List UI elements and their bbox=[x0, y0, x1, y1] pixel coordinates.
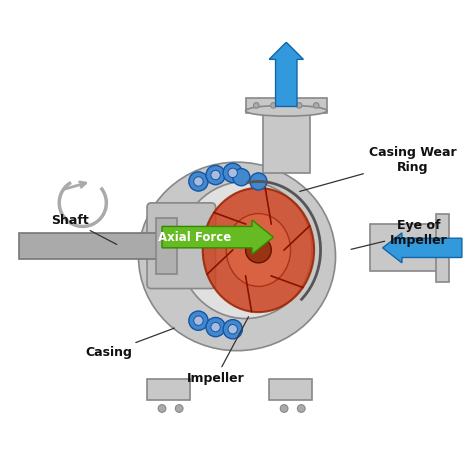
FancyArrow shape bbox=[383, 233, 462, 263]
FancyBboxPatch shape bbox=[155, 218, 177, 274]
Text: Casing: Casing bbox=[85, 328, 174, 359]
Circle shape bbox=[254, 102, 259, 108]
Circle shape bbox=[194, 177, 203, 186]
FancyBboxPatch shape bbox=[263, 104, 310, 173]
Circle shape bbox=[228, 168, 237, 178]
FancyArrow shape bbox=[269, 42, 303, 107]
Circle shape bbox=[189, 172, 208, 191]
FancyBboxPatch shape bbox=[436, 213, 449, 282]
Circle shape bbox=[280, 405, 288, 412]
Circle shape bbox=[233, 169, 250, 186]
Text: Casing Wear
Ring: Casing Wear Ring bbox=[300, 146, 456, 191]
Ellipse shape bbox=[226, 213, 291, 286]
FancyBboxPatch shape bbox=[147, 378, 190, 400]
FancyBboxPatch shape bbox=[246, 98, 327, 113]
Circle shape bbox=[250, 173, 267, 190]
Circle shape bbox=[296, 102, 302, 108]
Circle shape bbox=[297, 405, 305, 412]
Circle shape bbox=[271, 102, 276, 108]
Circle shape bbox=[206, 317, 225, 337]
Text: Axial Force: Axial Force bbox=[157, 231, 231, 243]
FancyArrow shape bbox=[162, 220, 273, 254]
Circle shape bbox=[313, 102, 319, 108]
Circle shape bbox=[206, 165, 225, 185]
Circle shape bbox=[246, 237, 271, 263]
Circle shape bbox=[211, 170, 220, 180]
Ellipse shape bbox=[246, 105, 327, 116]
Circle shape bbox=[223, 320, 242, 339]
Circle shape bbox=[189, 311, 208, 330]
FancyBboxPatch shape bbox=[18, 233, 173, 258]
Circle shape bbox=[211, 322, 220, 332]
Circle shape bbox=[223, 163, 242, 182]
Circle shape bbox=[175, 405, 183, 412]
Circle shape bbox=[158, 405, 166, 412]
Circle shape bbox=[228, 324, 237, 334]
Text: Eye of
Impeller: Eye of Impeller bbox=[351, 219, 448, 250]
Ellipse shape bbox=[179, 181, 312, 319]
Circle shape bbox=[194, 316, 203, 325]
Ellipse shape bbox=[203, 188, 314, 312]
FancyBboxPatch shape bbox=[370, 224, 445, 271]
FancyBboxPatch shape bbox=[147, 203, 216, 289]
Ellipse shape bbox=[138, 162, 336, 351]
Text: Impeller: Impeller bbox=[187, 317, 248, 385]
FancyBboxPatch shape bbox=[269, 378, 312, 400]
Text: Shaft: Shaft bbox=[51, 213, 117, 244]
